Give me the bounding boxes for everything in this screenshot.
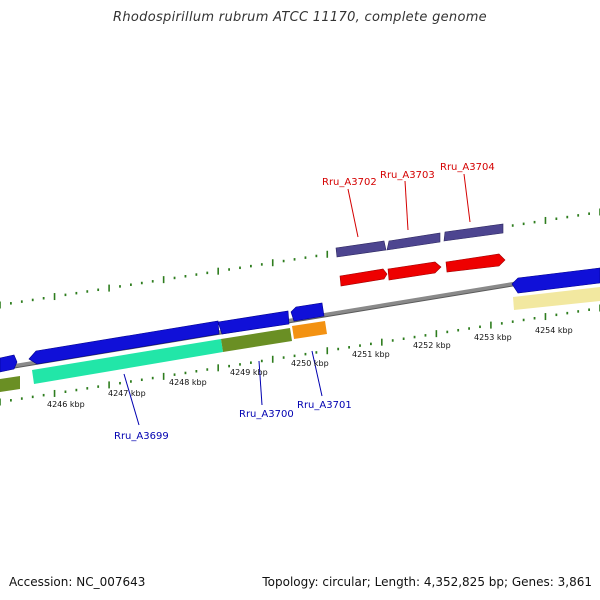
tick-track-top bbox=[0, 208, 600, 309]
gene-label[interactable]: Rru_A3699 bbox=[114, 431, 169, 442]
kbp-label: 4248 kbp bbox=[169, 378, 207, 387]
gene-arrow[interactable] bbox=[387, 261, 442, 281]
gene-row-red bbox=[339, 253, 506, 287]
feature-bar[interactable] bbox=[221, 328, 292, 352]
map-title: Rhodospirillum rubrum ATCC 11170, comple… bbox=[113, 10, 487, 25]
kbp-label: 4252 kbp bbox=[413, 341, 451, 350]
gene-arrow[interactable] bbox=[386, 232, 441, 251]
gene-label[interactable]: Rru_A3702 bbox=[322, 177, 377, 188]
label-leaders bbox=[123, 173, 471, 426]
feature-bar[interactable] bbox=[0, 376, 20, 392]
feature-bar[interactable] bbox=[513, 287, 600, 310]
gene-arrow[interactable] bbox=[511, 267, 600, 294]
gene-label[interactable]: Rru_A3700 bbox=[239, 409, 294, 420]
feature-bar[interactable] bbox=[292, 321, 327, 339]
gene-arrow[interactable] bbox=[0, 354, 18, 373]
gene-arrow[interactable] bbox=[28, 320, 220, 365]
gene-arrow[interactable] bbox=[445, 253, 506, 273]
kbp-label: 4249 kbp bbox=[230, 368, 268, 377]
gene-label[interactable]: Rru_A3701 bbox=[297, 400, 352, 411]
tick-track-bottom bbox=[0, 304, 600, 406]
gene-arrow[interactable] bbox=[443, 223, 504, 242]
kbp-label: 4251 kbp bbox=[352, 350, 390, 359]
kbp-label: 4250 kbp bbox=[291, 359, 329, 368]
kbp-label: 4247 kbp bbox=[108, 389, 146, 398]
gene-arrow[interactable] bbox=[217, 310, 290, 335]
gene-arrow[interactable] bbox=[290, 302, 325, 322]
kbp-labels: 4246 kbp 4247 kbp 4248 kbp 4249 kbp 4250… bbox=[47, 326, 573, 409]
gene-label[interactable]: Rru_A3703 bbox=[380, 170, 435, 181]
gene-label[interactable]: Rru_A3704 bbox=[440, 162, 495, 173]
gene-arrow[interactable] bbox=[335, 240, 387, 258]
gene-arrow[interactable] bbox=[339, 268, 388, 287]
kbp-label: 4246 kbp bbox=[47, 400, 85, 409]
topology-text: Topology: circular; Length: 4,352,825 bp… bbox=[262, 575, 592, 589]
gene-row-blue bbox=[0, 267, 600, 373]
feature-bars bbox=[0, 287, 600, 392]
feature-bar[interactable] bbox=[32, 339, 223, 384]
kbp-label: 4254 kbp bbox=[535, 326, 573, 335]
accession-text: Accession: NC_007643 bbox=[9, 575, 146, 589]
gene-row-purple bbox=[335, 223, 504, 258]
kbp-label: 4253 kbp bbox=[474, 333, 512, 342]
gene-labels: Rru_A3702 Rru_A3703 Rru_A3704 Rru_A3699 … bbox=[114, 162, 495, 442]
